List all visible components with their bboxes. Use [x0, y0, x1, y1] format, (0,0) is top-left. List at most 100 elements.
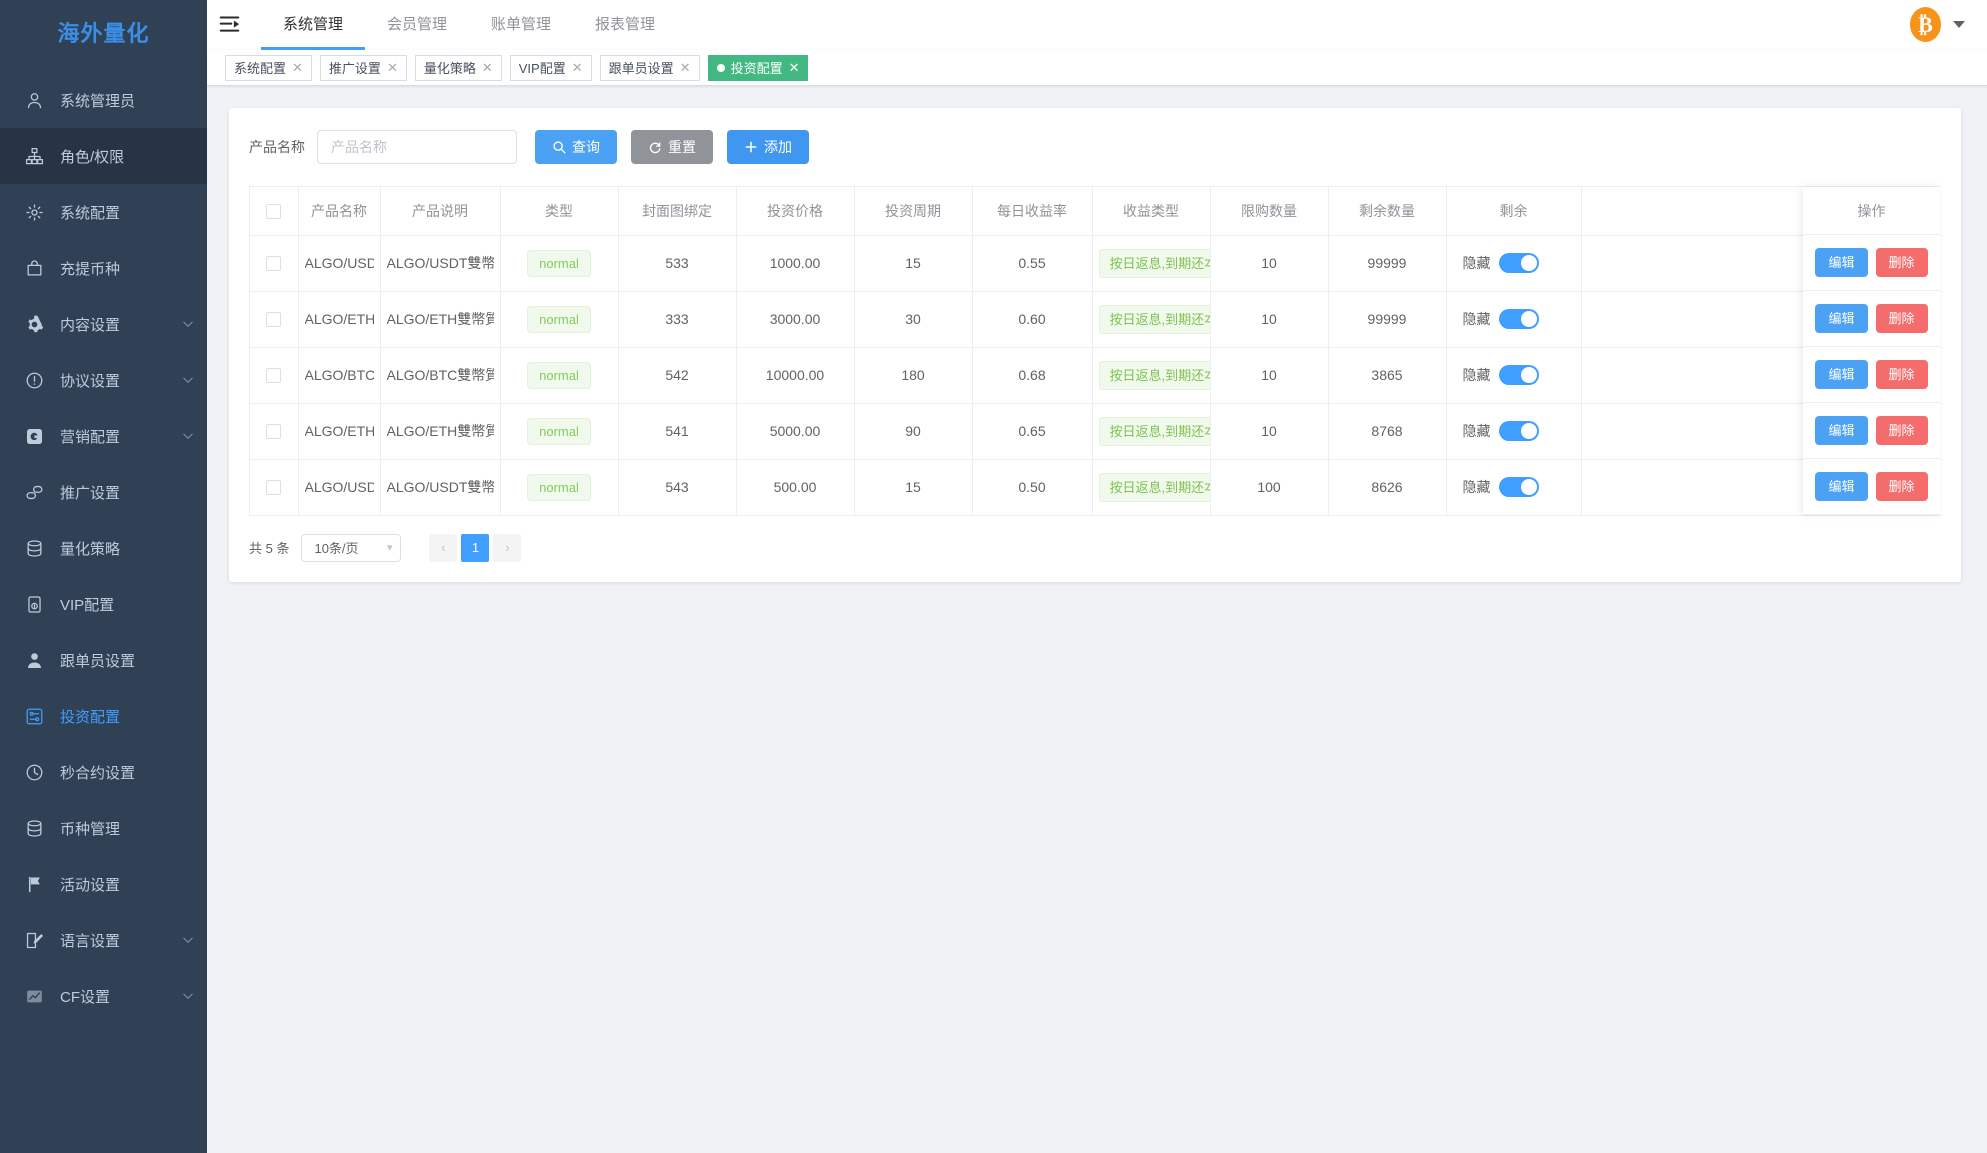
column-header-11: 剩余 — [1446, 187, 1582, 236]
sidebar-item-9[interactable]: 量化策略 — [0, 520, 207, 576]
product-desc-text: ALGO/USDT雙幣質押 — [386, 255, 494, 271]
sitemap-icon — [22, 144, 46, 168]
close-icon[interactable]: ✕ — [571, 60, 583, 75]
visible-toggle[interactable] — [1498, 421, 1539, 441]
search-input[interactable] — [317, 130, 517, 164]
sidebar-item-6[interactable]: 协议设置 — [0, 352, 207, 408]
sidebar-item-label: 系统配置 — [60, 204, 121, 222]
top-menu-item-3[interactable]: 账单管理 — [491, 15, 552, 33]
product-name-text: ALGO/ETH雙幣質押 — [304, 311, 374, 327]
edit-button[interactable]: 编辑 — [1815, 248, 1868, 277]
sidebar-item-12[interactable]: 投资配置 — [0, 688, 207, 744]
visible-toggle[interactable] — [1498, 309, 1539, 329]
sidebar-item-label: 系统管理员 — [60, 92, 136, 110]
product-name-label: 产品名称 — [249, 139, 305, 155]
column-header-6: 投资周期 — [854, 187, 973, 236]
cell-limit: 10 — [1210, 235, 1329, 292]
close-icon[interactable]: ✕ — [679, 60, 691, 75]
chart-icon — [22, 984, 46, 1008]
delete-button[interactable]: 删除 — [1875, 360, 1928, 389]
sidebar-item-13[interactable]: 秒合约设置 — [0, 744, 207, 800]
avatar[interactable]: ₿ — [1910, 7, 1941, 42]
close-icon[interactable]: ✕ — [788, 60, 800, 75]
close-icon[interactable]: ✕ — [386, 60, 398, 75]
chevron-down-icon — [181, 373, 195, 387]
page-button-1[interactable]: 1 — [461, 533, 490, 562]
sidebar-item-14[interactable]: 币种管理 — [0, 800, 207, 856]
row-select-cell — [250, 403, 299, 460]
cell-daily-rate: 0.55 — [972, 235, 1093, 292]
row-checkbox[interactable] — [266, 368, 282, 384]
edit-button[interactable]: 编辑 — [1815, 304, 1868, 333]
next-page-button[interactable]: › — [493, 533, 522, 562]
data-table-wrapper: 产品名称 产品说明 类型 封面图绑定 投资价格 投资周期 每日收益率 收益类型 限购数量 剩余数量… — [249, 186, 1942, 516]
data-table: 产品名称 产品说明 类型 封面图绑定 投资价格 投资周期 每日收益率 收益类型 限购数量 剩余数量… — [250, 187, 1942, 516]
row-checkbox[interactable] — [266, 480, 282, 496]
page-size-value: 10条/页 — [314, 541, 359, 556]
table-row: ALGO/ETH雙幣質押 ALGO/ETH雙幣質押 normal 5415000.00… — [250, 403, 1942, 460]
cell-price: 5000.00 — [736, 403, 855, 460]
pagination-nav: ‹ 1 › — [429, 533, 522, 562]
chevron-down-icon[interactable] — [1953, 21, 1965, 28]
tag-item-1[interactable]: 系统配置 ✕ — [225, 54, 312, 81]
sidebar-item-label: 充提币种 — [60, 260, 121, 278]
sidebar-item-2[interactable]: 角色/权限 — [0, 128, 207, 184]
cell-period: 15 — [854, 235, 973, 292]
tag-item-5[interactable]: 跟单员设置 ✕ — [599, 54, 700, 81]
top-menu-item-2[interactable]: 会员管理 — [387, 15, 448, 33]
edit-button[interactable]: 编辑 — [1815, 472, 1868, 501]
row-checkbox[interactable] — [266, 312, 282, 328]
filter-bar: 产品名称 查询 重置 — [229, 108, 1961, 186]
sidebar-item-11[interactable]: 跟单员设置 — [0, 632, 207, 688]
delete-button[interactable]: 删除 — [1875, 416, 1928, 445]
page-size-select[interactable]: 10条/页 ▾ — [301, 533, 402, 562]
row-checkbox[interactable] — [266, 256, 282, 272]
edit-button[interactable]: 编辑 — [1815, 360, 1868, 389]
cell-period: 15 — [854, 459, 973, 516]
bag-icon — [22, 256, 46, 280]
sidebar-item-17[interactable]: CF设置 — [0, 968, 207, 1024]
sidebar-item-1[interactable]: 系统管理员 — [0, 72, 207, 128]
reset-button[interactable]: 重置 — [631, 130, 713, 164]
table-header-row: 产品名称 产品说明 类型 封面图绑定 投资价格 投资周期 每日收益率 收益类型 限购数量 剩余数量… — [250, 187, 1942, 236]
edit-button[interactable]: 编辑 — [1815, 416, 1868, 445]
row-checkbox[interactable] — [266, 424, 282, 440]
table-row: ALGO/ETH雙幣質押 ALGO/ETH雙幣質押 normal 3333000.00… — [250, 291, 1942, 348]
action-cells: 编辑 删除 编辑 删除 编辑 删除 编辑 删除 编辑 删除 — [1803, 235, 1940, 515]
delete-button[interactable]: 删除 — [1875, 248, 1928, 277]
visible-toggle[interactable] — [1498, 477, 1539, 497]
sidebar-item-label: CF设置 — [60, 988, 110, 1006]
close-icon[interactable]: ✕ — [481, 60, 493, 75]
menu-fold-icon[interactable] — [207, 0, 251, 50]
add-button[interactable]: 添加 — [727, 130, 809, 164]
search-button[interactable]: 查询 — [535, 130, 617, 164]
sidebar-item-15[interactable]: 活动设置 — [0, 856, 207, 912]
product-name-text: ALGO/BTC雙幣質押 — [304, 367, 374, 383]
select-all-checkbox[interactable] — [266, 204, 282, 220]
cell-type: normal — [500, 459, 619, 516]
cell-cover: 541 — [618, 403, 737, 460]
top-menu-item-1[interactable]: 系统管理 — [261, 0, 366, 50]
sidebar-item-7[interactable]: 营销配置 — [0, 408, 207, 464]
tag-item-4[interactable]: VIP配置 ✕ — [509, 54, 592, 81]
tag-item-2[interactable]: 推广设置 ✕ — [319, 54, 407, 81]
visible-toggle[interactable] — [1498, 253, 1539, 273]
sidebar-item-label: 活动设置 — [60, 876, 121, 894]
tag-item-3[interactable]: 量化策略 ✕ — [414, 54, 502, 81]
tag-item-6[interactable]: 投资配置 ✕ — [707, 54, 809, 81]
close-icon[interactable]: ✕ — [292, 60, 303, 75]
sidebar-item-16[interactable]: 语言设置 — [0, 912, 207, 968]
delete-button[interactable]: 删除 — [1875, 304, 1928, 333]
sidebar-item-10[interactable]: VIP配置 — [0, 576, 207, 632]
prev-page-button[interactable]: ‹ — [429, 533, 458, 562]
cell-product-name: ALGO/USDT雙幣質押 — [298, 235, 381, 292]
cell-limit: 100 — [1210, 459, 1329, 516]
sidebar-item-3[interactable]: 系统配置 — [0, 184, 207, 240]
sidebar-item-4[interactable]: 充提币种 — [0, 240, 207, 296]
delete-button[interactable]: 删除 — [1875, 472, 1928, 501]
sidebar-item-8[interactable]: 推广设置 — [0, 464, 207, 520]
search-button-label: 查询 — [572, 139, 600, 155]
top-menu-item-4[interactable]: 报表管理 — [595, 15, 656, 33]
visible-toggle[interactable] — [1498, 365, 1539, 385]
sidebar-item-5[interactable]: 内容设置 — [0, 296, 207, 352]
